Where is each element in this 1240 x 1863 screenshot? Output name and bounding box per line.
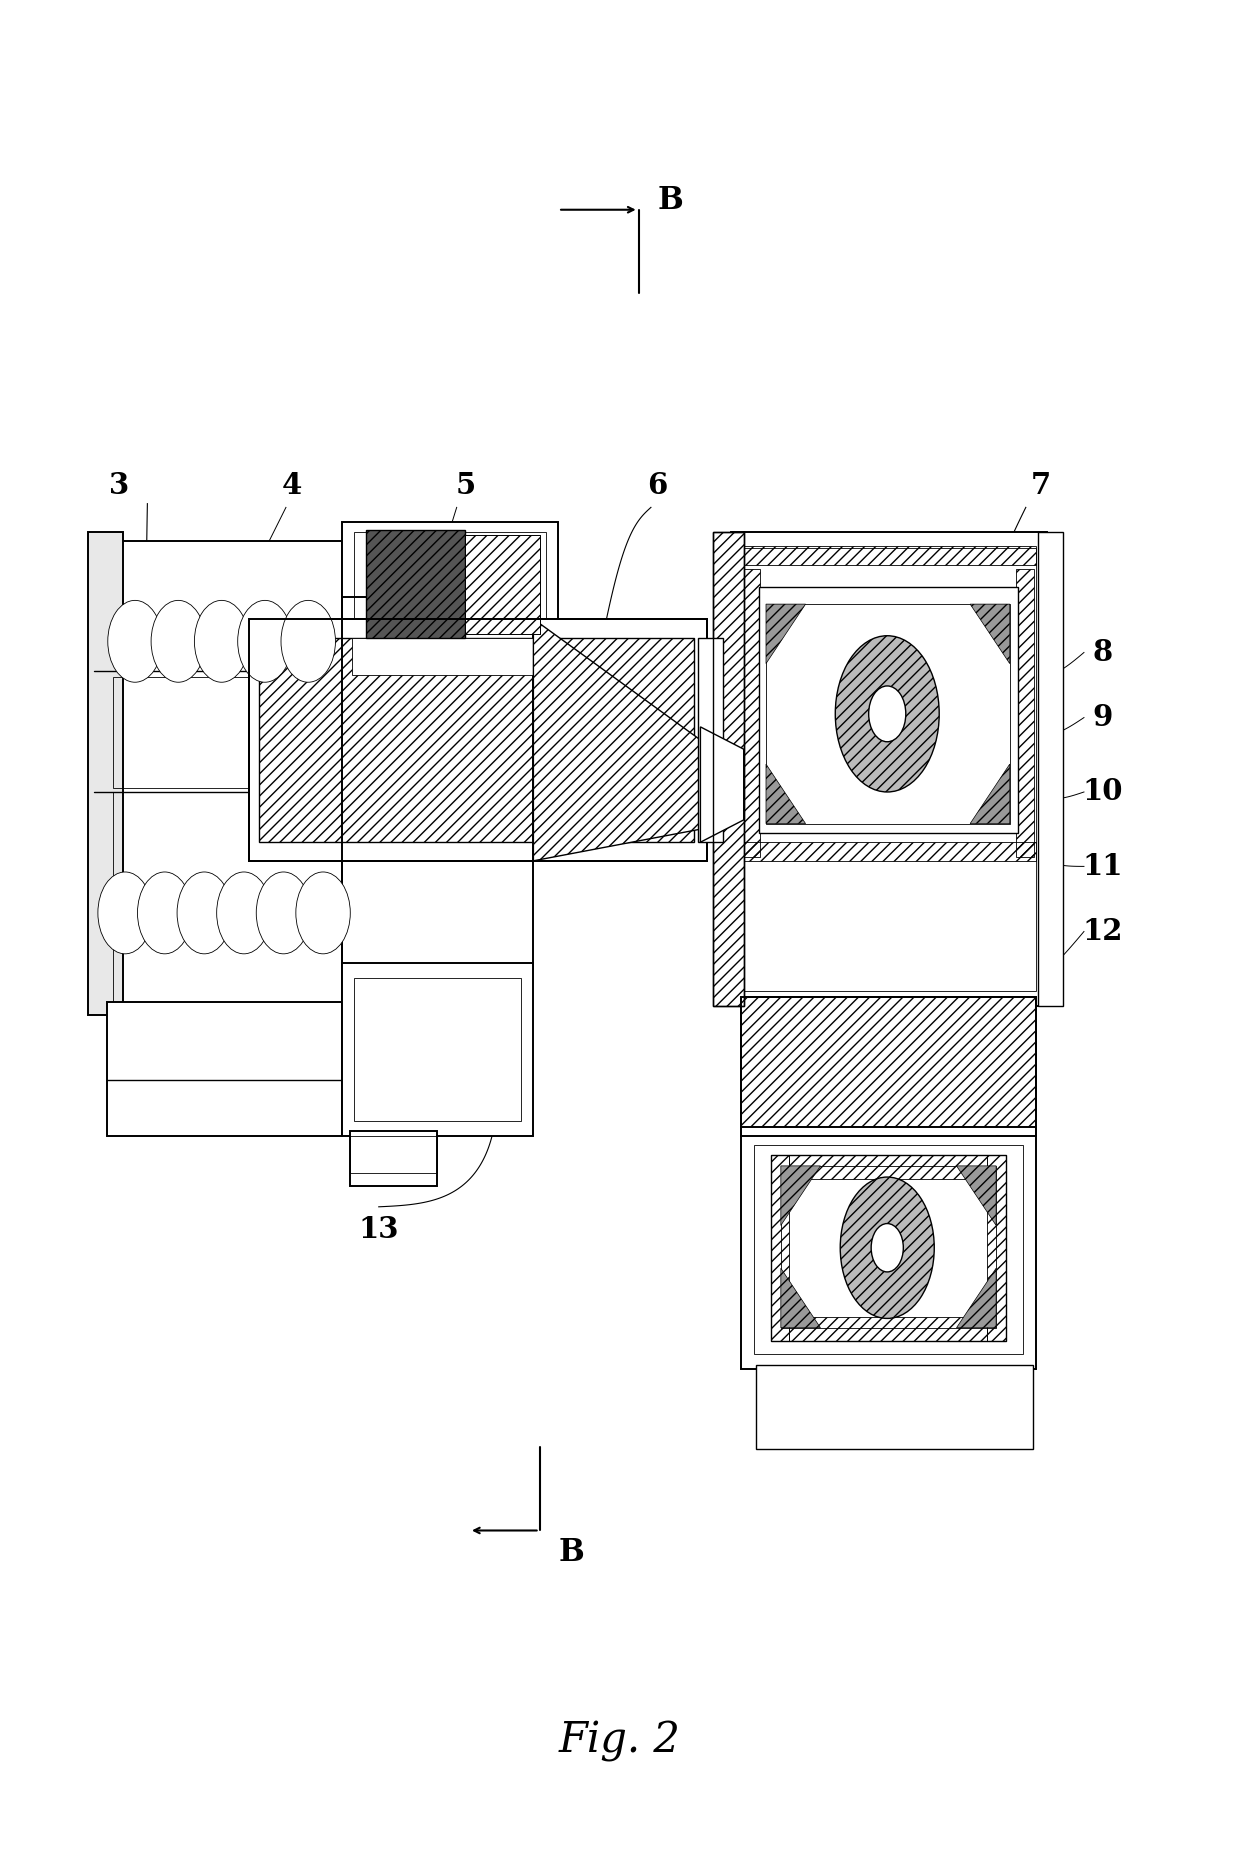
Bar (351, 637, 533, 674)
Polygon shape (701, 727, 744, 842)
Bar (366, 529, 465, 637)
Circle shape (98, 872, 153, 954)
Circle shape (296, 872, 350, 954)
Circle shape (281, 600, 336, 682)
Bar (259, 637, 694, 842)
Text: Fig. 2: Fig. 2 (559, 1720, 681, 1762)
Bar (1038, 531, 1063, 1006)
Bar (353, 978, 521, 1122)
Polygon shape (781, 1166, 821, 1226)
Bar (742, 568, 760, 857)
Circle shape (195, 600, 249, 682)
Text: 10: 10 (1083, 777, 1122, 807)
Bar (742, 842, 1035, 861)
Circle shape (138, 872, 192, 954)
Bar (107, 1002, 342, 1136)
Bar (698, 637, 723, 842)
Circle shape (217, 872, 272, 954)
Polygon shape (781, 1269, 821, 1328)
Bar (350, 1131, 436, 1187)
Circle shape (869, 686, 905, 741)
Text: 11: 11 (1083, 851, 1122, 881)
Bar (342, 596, 533, 969)
Bar (353, 637, 403, 671)
Bar (756, 1366, 1033, 1449)
Text: 7: 7 (1030, 471, 1050, 499)
Bar (790, 1317, 987, 1341)
Bar (88, 531, 123, 1015)
Bar (465, 535, 539, 633)
Polygon shape (970, 604, 1009, 663)
Bar (742, 997, 1035, 1136)
Bar (94, 540, 342, 1006)
Bar (742, 997, 1035, 1136)
Bar (766, 604, 1009, 823)
Bar (713, 531, 744, 1006)
Text: 5: 5 (455, 471, 475, 499)
Bar (742, 548, 1035, 991)
Bar (249, 619, 707, 861)
Polygon shape (956, 1269, 996, 1328)
Bar (1016, 568, 1034, 857)
Circle shape (238, 600, 293, 682)
Bar (771, 1155, 790, 1341)
Circle shape (841, 1177, 934, 1319)
Bar (759, 587, 1018, 833)
Bar (713, 531, 744, 1006)
Bar (987, 1155, 1006, 1341)
Bar (771, 1155, 1006, 1341)
Bar (790, 1155, 987, 1179)
Text: B: B (657, 184, 683, 216)
Text: 8: 8 (1092, 637, 1112, 667)
Bar (732, 531, 1047, 1006)
Bar (742, 1127, 1035, 1369)
Bar (781, 1166, 996, 1328)
Polygon shape (766, 764, 806, 823)
Bar (754, 1146, 1023, 1354)
Text: 3: 3 (109, 471, 129, 499)
Text: 6: 6 (647, 471, 667, 499)
Circle shape (177, 872, 232, 954)
Bar (113, 792, 342, 1002)
Bar (353, 531, 546, 633)
Bar (742, 546, 1035, 564)
Bar (249, 619, 707, 861)
Polygon shape (533, 619, 701, 861)
Polygon shape (970, 764, 1009, 823)
Text: 13: 13 (358, 1215, 399, 1244)
Bar (113, 676, 342, 788)
Bar (342, 963, 533, 1136)
Text: 4: 4 (281, 471, 303, 499)
Circle shape (257, 872, 311, 954)
Polygon shape (956, 1166, 996, 1226)
Circle shape (872, 1224, 903, 1272)
Bar (465, 535, 539, 633)
Polygon shape (766, 604, 806, 663)
Circle shape (836, 635, 939, 792)
Bar (384, 641, 422, 674)
Text: 12: 12 (1083, 917, 1122, 946)
Text: B: B (558, 1537, 584, 1569)
Circle shape (151, 600, 206, 682)
Bar (350, 1136, 436, 1174)
Bar (342, 522, 558, 643)
Circle shape (108, 600, 162, 682)
Text: 9: 9 (1092, 702, 1112, 732)
